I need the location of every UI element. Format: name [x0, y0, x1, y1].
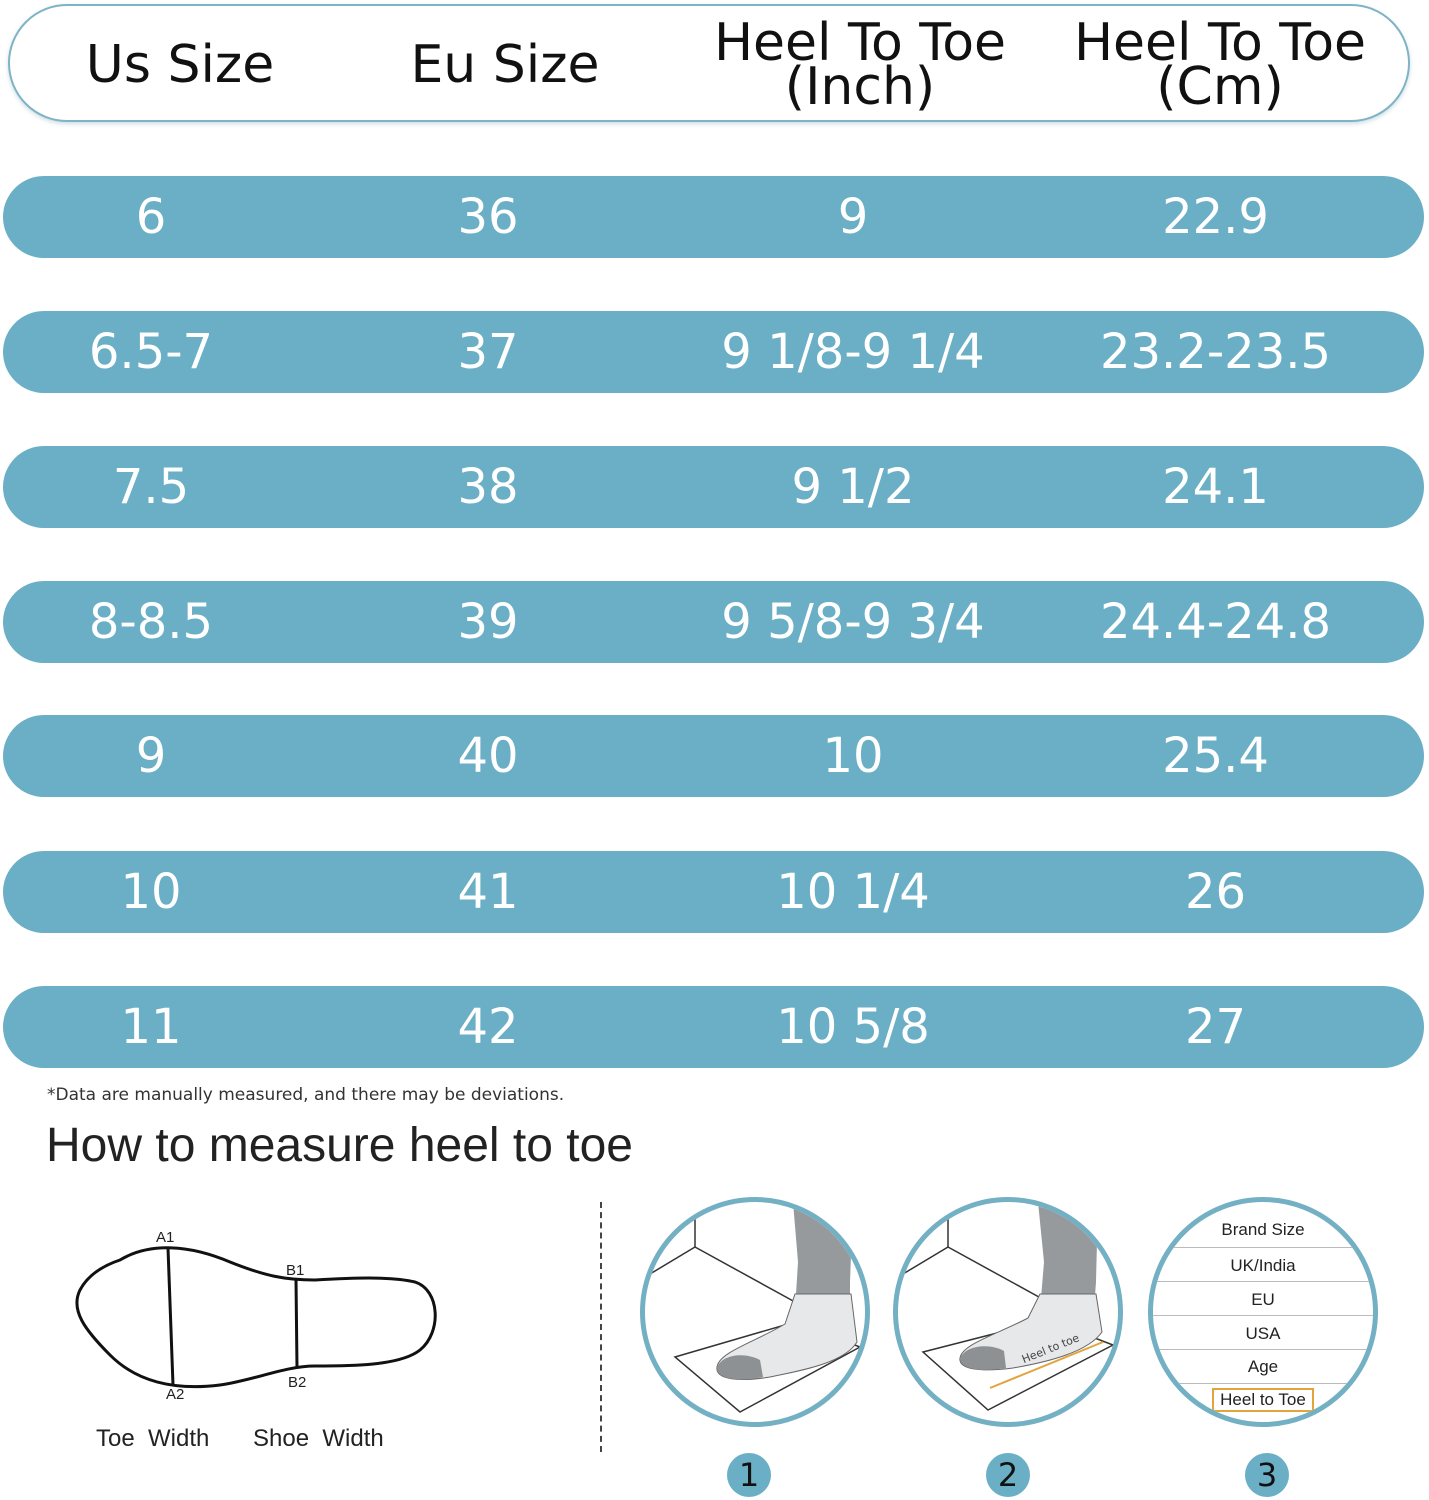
header-cm-line2: (Cm) [1156, 57, 1284, 117]
eu-size-cell: 37 [457, 324, 519, 380]
us-size-cell: 6 [135, 189, 167, 245]
heel-to-toe-highlight: Heel to Toe [1212, 1388, 1314, 1412]
us-size-cell: 9 [135, 728, 167, 784]
label-a1: A1 [156, 1229, 175, 1246]
size-table-row: USA [1245, 1324, 1281, 1343]
header-heel-to-toe-inch: Heel To Toe (Inch) [670, 6, 1050, 124]
inch-cell: 9 1/8-9 1/4 [721, 324, 985, 380]
size-table-divider [1153, 1281, 1373, 1282]
cm-cell: 23.2-23.5 [1099, 324, 1332, 380]
table-row: 6 36 9 22.9 [3, 176, 1424, 258]
eu-size-cell: 42 [457, 999, 519, 1055]
inch-cell: 10 1/4 [776, 864, 930, 920]
inch-cell: 10 5/8 [776, 999, 930, 1055]
size-table-highlight-row: Heel to Toe [1153, 1388, 1373, 1412]
cm-cell: 26 [1184, 864, 1247, 920]
step2-badge: 2 [986, 1453, 1030, 1497]
label-a2: A2 [166, 1386, 185, 1403]
size-table-divider [1153, 1383, 1373, 1384]
inch-cell: 9 5/8-9 3/4 [721, 594, 985, 650]
size-table-divider [1153, 1349, 1373, 1350]
eu-size-cell: 40 [457, 728, 519, 784]
inch-cell: 9 [837, 189, 869, 245]
us-size-cell: 6.5-7 [88, 324, 214, 380]
section-divider [600, 1202, 602, 1452]
step3-badge: 3 [1245, 1453, 1289, 1497]
howto-title: How to measure heel to toe [46, 1119, 633, 1172]
us-size-cell: 8-8.5 [88, 594, 214, 650]
step1-illustration [640, 1197, 870, 1427]
foot-measure-icon [898, 1202, 1115, 1411]
table-row: 7.5 38 9 1/2 24.1 [3, 446, 1424, 528]
cm-cell: 27 [1184, 999, 1247, 1055]
size-table-divider [1153, 1315, 1373, 1316]
shoe-width-label: Shoe Width [253, 1425, 384, 1452]
table-row: 11 42 10 5/8 27 [3, 986, 1424, 1068]
us-size-cell: 10 [120, 864, 182, 920]
cm-cell: 25.4 [1162, 728, 1269, 784]
size-table-row: Brand Size [1221, 1220, 1305, 1239]
eu-size-cell: 39 [457, 594, 519, 650]
foot-on-paper-icon [645, 1202, 862, 1413]
size-table-divider [1153, 1247, 1373, 1248]
header-us-size: Us Size [85, 35, 275, 95]
size-table-row: EU [1251, 1290, 1275, 1309]
header-eu-size: Eu Size [410, 35, 600, 95]
cm-cell: 24.1 [1162, 459, 1269, 515]
size-table-row: Age [1247, 1357, 1279, 1376]
us-size-cell: 7.5 [112, 459, 190, 515]
step1-badge: 1 [727, 1453, 771, 1497]
table-header: Us Size Eu Size Heel To Toe (Inch) Heel … [8, 4, 1410, 122]
header-inch-line1: Heel To Toe [713, 13, 1007, 73]
inch-cell: 9 1/2 [791, 459, 915, 515]
eu-size-cell: 41 [457, 864, 519, 920]
us-size-cell: 11 [120, 999, 182, 1055]
toe-width-label: Toe Width [96, 1425, 210, 1452]
sole-outline-illustration [75, 1246, 437, 1389]
step3-size-table: Brand Size UK/India EU USA Age Heel to T… [1148, 1197, 1378, 1427]
inch-cell: 10 [822, 728, 884, 784]
table-row: 8-8.5 39 9 5/8-9 3/4 24.4-24.8 [3, 581, 1424, 663]
header-cm-line1: Heel To Toe [1073, 13, 1367, 73]
cm-cell: 22.9 [1162, 189, 1269, 245]
eu-size-cell: 36 [457, 189, 519, 245]
eu-size-cell: 38 [457, 459, 519, 515]
label-b1: B1 [286, 1262, 305, 1279]
measurement-note: *Data are manually measured, and there m… [47, 1085, 565, 1105]
step2-illustration: Heel to toe [893, 1197, 1123, 1427]
table-row: 9 40 10 25.4 [3, 715, 1424, 797]
header-heel-to-toe-cm: Heel To Toe (Cm) [1040, 6, 1400, 124]
cm-cell: 24.4-24.8 [1099, 594, 1332, 650]
size-table-row: UK/India [1230, 1256, 1296, 1275]
table-row: 10 41 10 1/4 26 [3, 851, 1424, 933]
label-b2: B2 [288, 1374, 307, 1391]
header-inch-line2: (Inch) [784, 57, 936, 117]
table-row: 6.5-7 37 9 1/8-9 1/4 23.2-23.5 [3, 311, 1424, 393]
